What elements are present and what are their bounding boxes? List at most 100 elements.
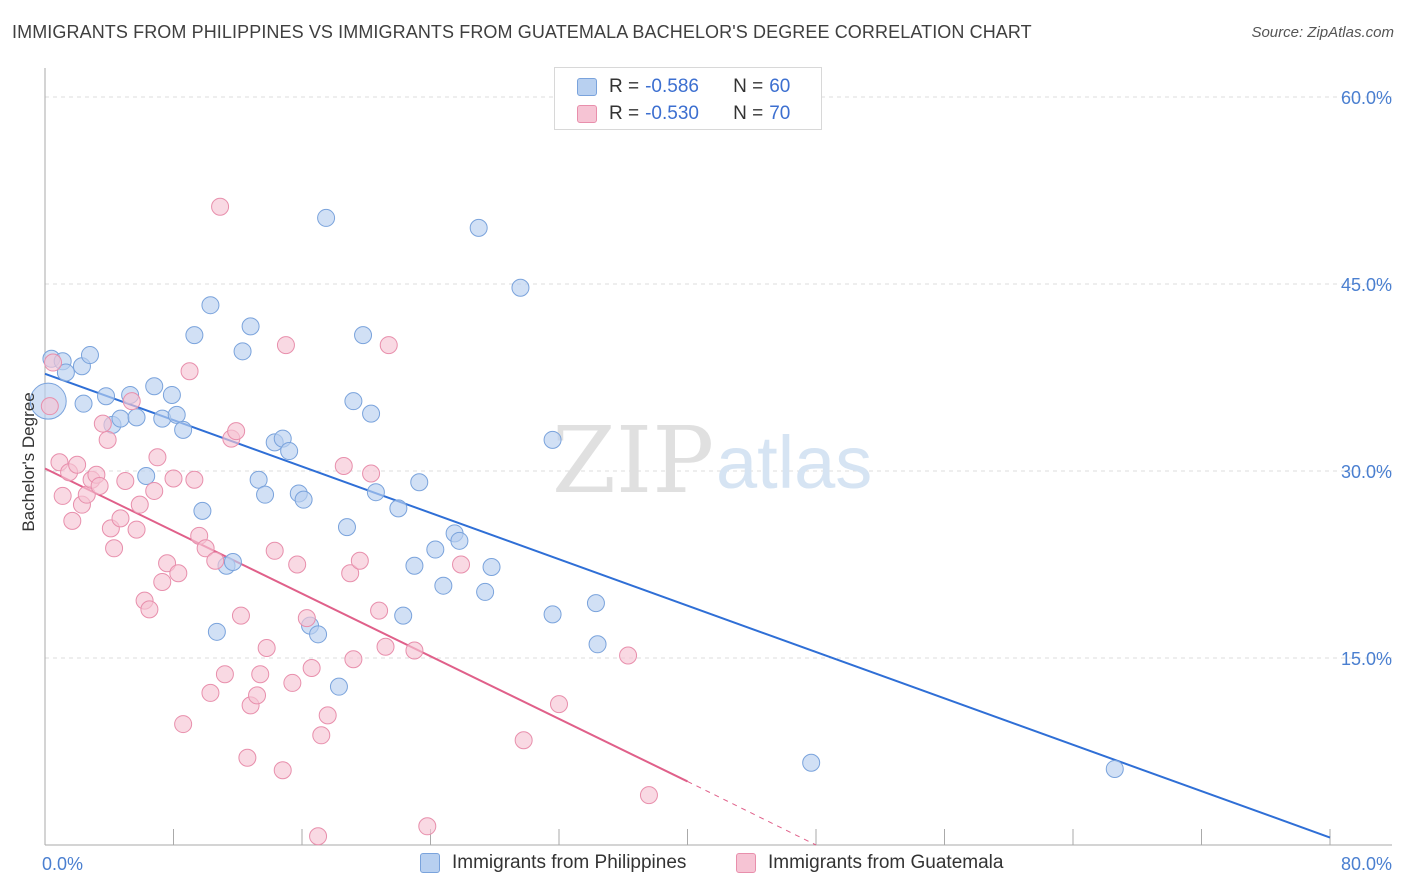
legend-n-label: N = — [733, 103, 764, 124]
point-guatemala — [231, 606, 250, 625]
point-philippines — [223, 553, 242, 572]
point-guatemala — [265, 541, 284, 560]
point-guatemala — [251, 665, 270, 684]
point-guatemala — [211, 197, 230, 216]
bottom-legend-swatch-pink — [736, 853, 756, 873]
point-philippines — [241, 317, 260, 336]
point-guatemala — [334, 457, 353, 476]
point-guatemala — [127, 520, 146, 539]
point-guatemala — [185, 470, 204, 489]
tick-labels: 15.0% 30.0% 45.0% 60.0% 0.0% 80.0% — [42, 88, 1392, 874]
point-philippines — [469, 218, 488, 237]
point-philippines — [426, 540, 445, 559]
point-philippines — [450, 531, 469, 550]
point-guatemala — [405, 641, 424, 660]
point-philippines — [162, 385, 181, 404]
point-philippines — [317, 208, 336, 227]
point-guatemala — [283, 673, 302, 692]
legend-n-value: 70 — [769, 103, 791, 124]
point-philippines — [588, 635, 607, 654]
point-guatemala — [312, 726, 331, 745]
y-tick-label: 30.0% — [1341, 462, 1392, 482]
point-guatemala — [148, 448, 167, 467]
point-philippines — [74, 394, 93, 413]
point-philippines — [354, 326, 373, 345]
point-philippines — [434, 576, 453, 595]
point-philippines — [309, 625, 328, 644]
point-philippines — [294, 490, 313, 509]
point-philippines — [185, 326, 204, 345]
point-philippines — [511, 278, 530, 297]
point-guatemala — [341, 564, 360, 583]
point-philippines — [329, 677, 348, 696]
point-guatemala — [344, 650, 363, 669]
point-guatemala — [350, 551, 369, 570]
point-philippines — [344, 392, 363, 411]
point-philippines — [410, 473, 429, 492]
data-points — [29, 197, 1124, 846]
point-guatemala — [201, 683, 220, 702]
watermark-zip: ZIP — [552, 407, 714, 514]
point-guatemala — [145, 481, 164, 500]
point-guatemala — [40, 397, 59, 416]
legend-r-value: -0.586 — [645, 76, 699, 97]
point-philippines — [167, 405, 186, 424]
y-axis-label: Bachelor's Degree — [19, 392, 38, 531]
point-philippines — [56, 363, 75, 382]
y-tick-label: 45.0% — [1341, 275, 1392, 295]
point-philippines — [543, 430, 562, 449]
trend-line-guatemala — [44, 467, 688, 783]
bottom-legend-label: Immigrants from Guatemala — [768, 852, 1004, 873]
point-guatemala — [68, 455, 87, 474]
point-guatemala — [116, 471, 135, 490]
point-guatemala — [90, 476, 109, 495]
point-philippines — [405, 556, 424, 575]
point-guatemala — [376, 637, 395, 656]
point-philippines — [256, 485, 275, 504]
point-guatemala — [639, 786, 658, 805]
legend-n-value: 60 — [769, 76, 791, 97]
point-guatemala — [180, 362, 199, 381]
x-tick-label: 0.0% — [42, 854, 83, 874]
point-guatemala — [227, 422, 246, 441]
point-philippines — [174, 420, 193, 439]
point-guatemala — [318, 706, 337, 725]
bottom-legend-label: Immigrants from Philippines — [452, 852, 687, 873]
point-philippines — [280, 442, 299, 461]
point-guatemala — [273, 761, 292, 780]
source-label: Source: ZipAtlas.com — [1251, 24, 1394, 41]
point-philippines — [1105, 759, 1124, 778]
point-philippines — [476, 582, 495, 601]
point-guatemala — [53, 486, 72, 505]
axes — [44, 68, 1392, 846]
point-guatemala — [215, 665, 234, 684]
point-guatemala — [238, 748, 257, 767]
point-guatemala — [174, 715, 193, 734]
y-tick-label: 60.0% — [1341, 88, 1392, 108]
point-guatemala — [98, 430, 117, 449]
legend-n-label: N = — [733, 76, 764, 97]
point-guatemala — [297, 609, 316, 628]
point-guatemala — [418, 817, 437, 836]
gridlines — [45, 96, 1392, 659]
point-philippines — [249, 470, 268, 489]
bottom-legend-guatemala: Immigrants from Guatemala — [736, 852, 1003, 874]
point-guatemala — [111, 509, 130, 528]
legend-row-philippines: R = -0.586 N = 60 — [577, 74, 790, 100]
point-philippines — [80, 346, 99, 365]
x-tick-label: 80.0% — [1341, 854, 1392, 874]
chart-title: IMMIGRANTS FROM PHILIPPINES VS IMMIGRANT… — [12, 22, 1032, 42]
legend-r-label: R = — [609, 76, 640, 97]
point-philippines — [207, 622, 226, 641]
point-guatemala — [164, 469, 183, 488]
point-philippines — [802, 753, 821, 772]
point-philippines — [193, 501, 212, 520]
point-philippines — [389, 499, 408, 518]
point-guatemala — [248, 686, 267, 705]
point-philippines — [201, 296, 220, 315]
watermark: ZIP atlas — [552, 407, 872, 514]
legend-row-guatemala: R = -0.530 N = 70 — [577, 101, 790, 127]
point-guatemala — [153, 572, 172, 591]
point-philippines — [362, 404, 381, 423]
